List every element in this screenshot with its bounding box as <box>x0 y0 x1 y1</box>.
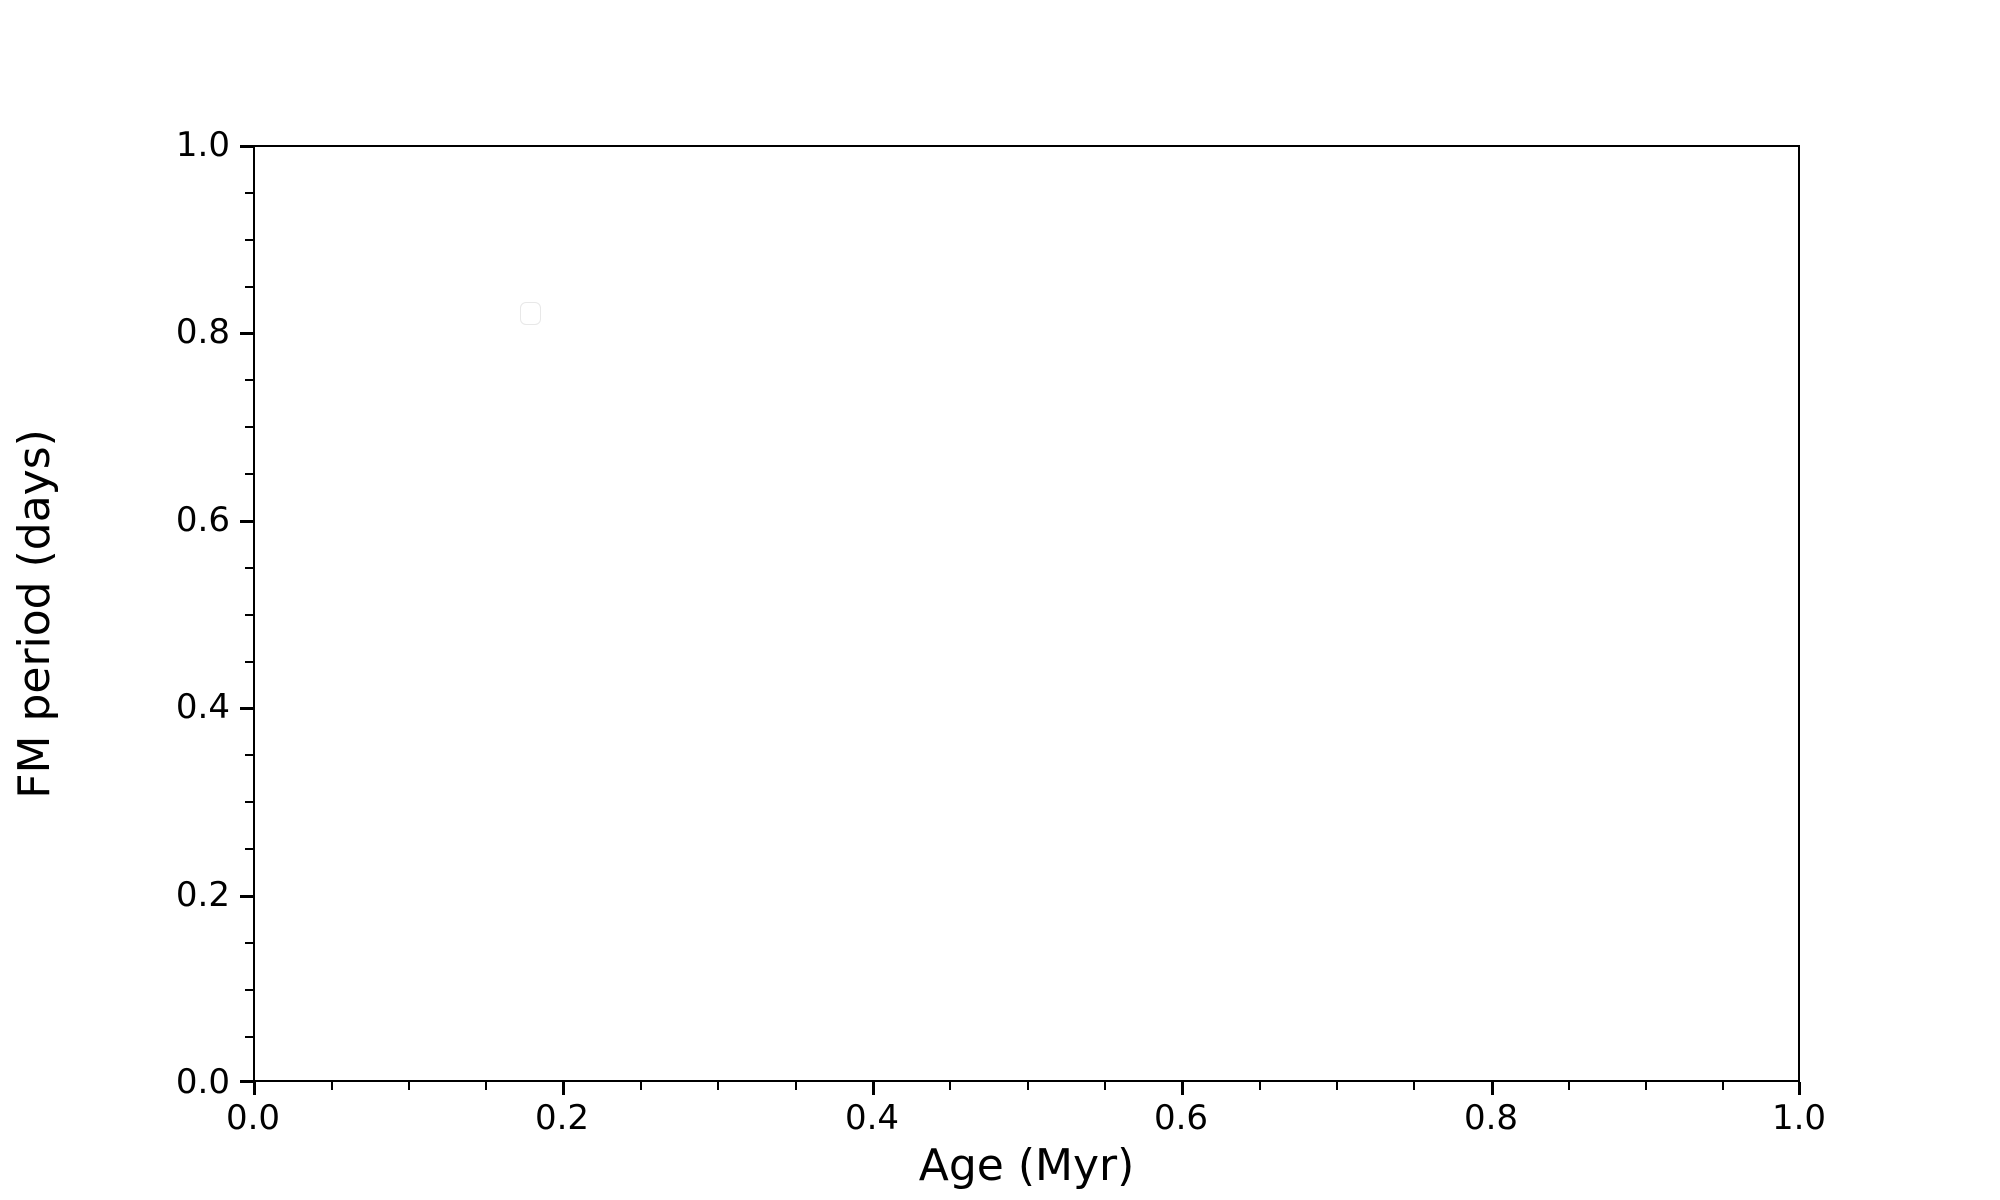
y-tick-minor <box>245 286 253 288</box>
y-tick-minor <box>245 1036 253 1038</box>
x-tick-minor <box>1104 1082 1106 1090</box>
y-tick-minor <box>245 754 253 756</box>
y-tick-minor <box>245 473 253 475</box>
x-tick-major <box>1798 1082 1801 1095</box>
x-tick-minor <box>1336 1082 1338 1090</box>
y-tick-label: 0.8 <box>175 312 230 352</box>
x-tick-label: 0.4 <box>844 1098 900 1138</box>
x-tick-minor <box>331 1082 333 1090</box>
x-tick-major <box>253 1082 256 1095</box>
y-tick-major <box>240 145 253 148</box>
x-axis-label: Age (Myr) <box>918 1140 1135 1191</box>
x-tick-minor <box>1259 1082 1261 1090</box>
x-tick-minor <box>1645 1082 1647 1090</box>
x-tick-minor <box>1413 1082 1415 1090</box>
x-tick-major <box>562 1082 565 1095</box>
y-axis-label: FM period (days) <box>0 145 70 1082</box>
x-tick-minor <box>1568 1082 1570 1090</box>
x-tick-label: 0.2 <box>534 1098 590 1138</box>
x-tick-label: 0.6 <box>1153 1098 1209 1138</box>
x-tick-minor <box>949 1082 951 1090</box>
y-tick-minor <box>245 426 253 428</box>
x-tick-label: 0.0 <box>225 1098 281 1138</box>
y-tick-minor <box>245 379 253 381</box>
x-tick-minor <box>408 1082 410 1090</box>
plot-area <box>253 145 1800 1082</box>
x-tick-major <box>1491 1082 1494 1095</box>
y-axis-label-text: FM period (days) <box>9 428 61 799</box>
y-tick-major <box>240 895 253 898</box>
y-tick-major <box>240 1080 253 1083</box>
x-tick-minor <box>1027 1082 1029 1090</box>
x-tick-label: 1.0 <box>1771 1098 1827 1138</box>
y-tick-minor <box>245 989 253 991</box>
y-tick-minor <box>245 661 253 663</box>
x-tick-major <box>872 1082 875 1095</box>
y-tick-label: 1.0 <box>175 125 230 165</box>
x-tick-minor <box>795 1082 797 1090</box>
legend-box[interactable] <box>520 302 541 325</box>
y-tick-label: 0.0 <box>175 1062 230 1102</box>
x-tick-minor <box>717 1082 719 1090</box>
x-tick-minor <box>1722 1082 1724 1090</box>
y-tick-minor <box>245 942 253 944</box>
y-tick-major <box>240 707 253 710</box>
y-tick-minor <box>245 567 253 569</box>
y-tick-minor <box>245 848 253 850</box>
y-tick-label: 0.6 <box>175 500 230 540</box>
x-tick-minor <box>640 1082 642 1090</box>
y-tick-minor <box>245 801 253 803</box>
y-tick-minor <box>245 192 253 194</box>
y-tick-label: 0.2 <box>175 875 230 915</box>
y-tick-major <box>240 520 253 523</box>
y-tick-label: 0.4 <box>175 687 230 727</box>
y-tick-minor <box>245 239 253 241</box>
y-tick-minor <box>245 614 253 616</box>
x-tick-minor <box>485 1082 487 1090</box>
x-tick-label: 0.8 <box>1463 1098 1519 1138</box>
x-tick-major <box>1181 1082 1184 1095</box>
y-tick-major <box>240 332 253 335</box>
